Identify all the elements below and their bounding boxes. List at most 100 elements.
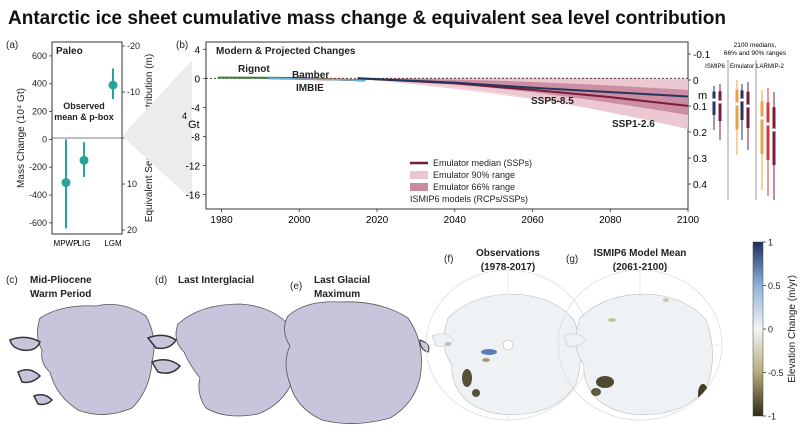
legend-median: Emulator median (SSPs) bbox=[433, 158, 532, 168]
panel-a-xtick-label: LGM bbox=[104, 239, 122, 248]
panel-f-thinning bbox=[462, 369, 472, 387]
legend-90: Emulator 90% range bbox=[433, 170, 515, 180]
panel-b-y2-axis: -0.1 0 0.1 0.2 0.3 0.4 bbox=[688, 50, 711, 191]
panel-f-continent bbox=[443, 293, 581, 415]
map-c-island bbox=[17, 369, 42, 384]
panel-a-point bbox=[79, 155, 89, 165]
panel-f-label: (f) bbox=[444, 254, 453, 265]
panel-b-ylabel: Gt bbox=[188, 119, 200, 131]
panel-b-inner-title: Modern & Projected Changes bbox=[216, 46, 356, 57]
colorbar-ticks: 1 0.5 0 -0.5 -1 bbox=[763, 238, 784, 422]
colorbar-gradient bbox=[752, 241, 764, 417]
summary-median bbox=[746, 104, 750, 108]
panel-a-ytick-label: -200 bbox=[29, 162, 47, 172]
panel-b-xtick-label: 2080 bbox=[599, 215, 622, 226]
panel-a-point bbox=[108, 80, 118, 90]
panel-b-legend: Emulator median (SSPs) Emulator 90% rang… bbox=[410, 158, 532, 204]
panel-g-title-2: (2061-2100) bbox=[613, 262, 667, 273]
summary-bars bbox=[712, 80, 776, 200]
map-d-peninsula bbox=[146, 334, 178, 350]
panel-b-ytick-label: 4 bbox=[194, 45, 200, 56]
map-d-label: (d) bbox=[155, 275, 167, 286]
emulator-66-range bbox=[357, 78, 688, 115]
summary-group-larmip2: LARMIP-2 bbox=[756, 64, 784, 70]
zoom-wedge bbox=[122, 60, 192, 200]
map-d-ice-sheet bbox=[175, 303, 297, 417]
panel-a-xtick-label: LIG bbox=[78, 239, 91, 248]
summary-group-emulator: Emulator bbox=[730, 64, 754, 70]
obs-label-bamber: Bamber bbox=[292, 70, 329, 81]
panel-a-y2tick-label: 20 bbox=[127, 225, 137, 235]
panel-a-y-axis: -600 -400 -200 0 200 400 600 bbox=[29, 51, 52, 228]
series-label-ssp585: SSP5-8.5 bbox=[531, 96, 574, 107]
panel-a-y2tick-label: -20 bbox=[127, 41, 140, 51]
map-d-island bbox=[150, 359, 182, 374]
panel-g: (g) ISMIP6 Model Mean (2061-2100) bbox=[557, 248, 723, 421]
panel-b-xtick-label: 2100 bbox=[677, 215, 700, 226]
panel-b-frame bbox=[205, 41, 689, 210]
panel-b-xtick-label: 2060 bbox=[521, 215, 544, 226]
panel-b-ytick-label: -8 bbox=[191, 132, 200, 143]
summary-caption-2: 66% and 90% ranges bbox=[724, 50, 787, 57]
obs-line-imbie bbox=[268, 77, 366, 82]
panel-f-title-1: Observations bbox=[476, 248, 540, 259]
legend-66: Emulator 66% range bbox=[433, 182, 515, 192]
panel-b-y-axis: 4 0 -4 -8 -12 -16 bbox=[186, 45, 206, 201]
summary-median bbox=[712, 98, 716, 102]
panel-f-map bbox=[426, 270, 590, 420]
panel-f-title-2: (1978-2017) bbox=[481, 262, 535, 273]
panel-a-y2tick-label: 10 bbox=[127, 179, 137, 189]
panel-a-ytick-label: -400 bbox=[29, 190, 47, 200]
panel-b-xtick-label: 2000 bbox=[288, 215, 311, 226]
panel-b-y2label: m bbox=[698, 90, 707, 102]
colorbar: 1 0.5 0 -0.5 -1 Elevation Change (m/yr) bbox=[752, 238, 798, 422]
colorbar-tick-label: -0.5 bbox=[768, 368, 784, 378]
map-e-ice-sheet bbox=[284, 301, 422, 424]
panel-g-thinning bbox=[596, 376, 614, 388]
panel-b-y2tick-label: 0.1 bbox=[693, 102, 707, 113]
panel-a-xtick-label: MPWP bbox=[54, 239, 79, 248]
colorbar-label: Elevation Change (m/yr) bbox=[787, 275, 798, 383]
map-e-island bbox=[419, 339, 430, 353]
panel-b-emulator-ranges bbox=[357, 77, 688, 130]
panel-a-ytick-label: 600 bbox=[32, 51, 47, 61]
panel-b-ytick-label: 0 bbox=[194, 74, 200, 85]
map-c-peninsula bbox=[9, 336, 41, 352]
map-d-title-1: Last Interglacial bbox=[178, 275, 254, 286]
legend-ismip6: ISMIP6 models (RCPs/SSPs) bbox=[410, 194, 528, 204]
map-c-ice-sheet bbox=[37, 303, 155, 415]
panel-f: (f) Observations (1978-2017) bbox=[425, 248, 591, 421]
panel-b-xtick-label: 2040 bbox=[444, 215, 467, 226]
panel-a-y2tick-label: -10 bbox=[127, 87, 140, 97]
panel-b: (b) 4 0 -4 -8 -12 -16 -0.1 0 0.1 0.2 0.3 0.4 1980 2… bbox=[176, 40, 787, 226]
legend-swatch-66 bbox=[410, 183, 428, 191]
panel-a-ytick-label: 0 bbox=[42, 134, 47, 144]
panel-a-marks bbox=[61, 68, 118, 229]
summary-median bbox=[766, 122, 770, 126]
panel-b-label: (b) bbox=[176, 40, 188, 51]
map-e-title-1: Last Glacial bbox=[314, 275, 370, 286]
legend-swatch-90 bbox=[410, 171, 428, 179]
summary-group-ismip6: ISMIP6 bbox=[705, 64, 725, 70]
obs-label-imbie: IMBIE bbox=[296, 83, 324, 94]
panel-b-ytick-label: -16 bbox=[186, 190, 201, 201]
summary-median bbox=[740, 98, 744, 102]
summary-caption-1: 2100 medians, bbox=[734, 42, 777, 49]
figure-title: Antarctic ice sheet cumulative mass chan… bbox=[8, 8, 726, 29]
colorbar-tick-label: 0 bbox=[768, 325, 773, 335]
panel-b-y2tick-label: 0.4 bbox=[693, 180, 707, 191]
paleo-maps: (c) Mid-Pliocene Warm Period (d) Last In… bbox=[6, 275, 430, 424]
panel-b-xtick-label: 1980 bbox=[210, 215, 233, 226]
colorbar-tick-label: 0.5 bbox=[768, 281, 781, 291]
map-c-label: (c) bbox=[6, 275, 18, 286]
panel-b-xtick-label: 2020 bbox=[366, 215, 389, 226]
panel-a-ylabel: Mass Change (10⁴ Gt) bbox=[16, 88, 27, 188]
panel-g-title-1: ISMIP6 Model Mean bbox=[594, 248, 687, 259]
panel-b-ylabel-prefix: 4 bbox=[182, 111, 187, 121]
summary-median bbox=[718, 100, 722, 104]
median-line-ssp126 bbox=[357, 77, 689, 98]
map-c-title-1: Mid-Pliocene bbox=[30, 275, 92, 286]
panel-b-x-axis: 1980 2000 2020 2040 2060 2080 2100 bbox=[210, 209, 700, 226]
panel-g-continent bbox=[575, 293, 713, 415]
panel-b-y2tick-label: 0.2 bbox=[693, 128, 707, 139]
